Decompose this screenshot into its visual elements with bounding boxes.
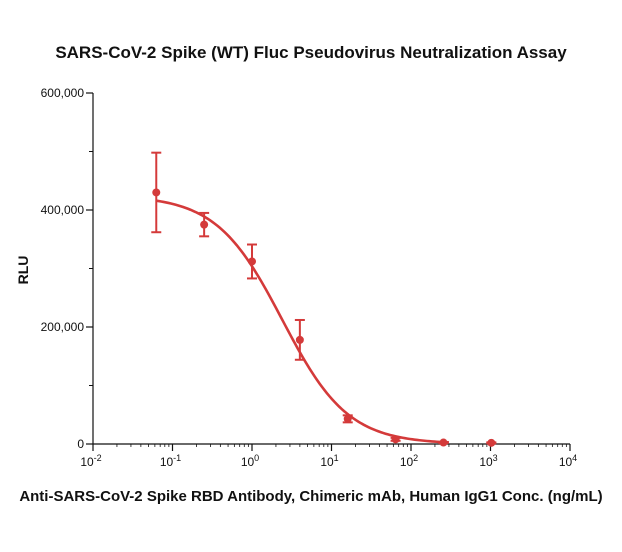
data-point [391,435,400,444]
y-tick-label: 400,000 [41,203,85,217]
data-point [248,257,256,266]
data-point [200,220,209,229]
y-axis-label: RLU [15,256,31,285]
x-tick-label: 101 [320,453,338,469]
y-tick-label: 600,000 [41,86,85,100]
data-point-group [438,438,449,447]
data-point-group [390,435,401,444]
x-tick-label: 100 [241,453,259,469]
data-point [487,438,496,447]
x-tick-label: 103 [479,453,497,469]
chart-title: SARS-CoV-2 Spike (WT) Fluc Pseudovirus N… [55,43,567,62]
data-points [151,151,497,447]
data-point [152,188,161,197]
x-axis-label: Anti-SARS-CoV-2 Spike RBD Antibody, Chim… [19,488,603,505]
axes: 0 200,000 400,000 600,000 10-2 10-1 100 101 102 1… [41,86,578,469]
data-point-group [151,151,162,234]
y-tick-label: 200,000 [41,320,85,334]
data-point [343,414,352,423]
data-point-group [247,243,257,280]
x-tick-label: 102 [400,453,418,469]
y-tick-label: 0 [77,437,84,451]
x-tick-label: 10-2 [80,453,101,469]
data-point [439,438,448,447]
x-tick-label: 104 [559,453,577,469]
data-point-group [342,414,353,424]
data-point-group [486,438,497,447]
data-point-group [199,211,210,238]
data-point [295,335,304,344]
x-tick-label: 10-1 [160,453,181,469]
data-point-group [294,318,305,361]
